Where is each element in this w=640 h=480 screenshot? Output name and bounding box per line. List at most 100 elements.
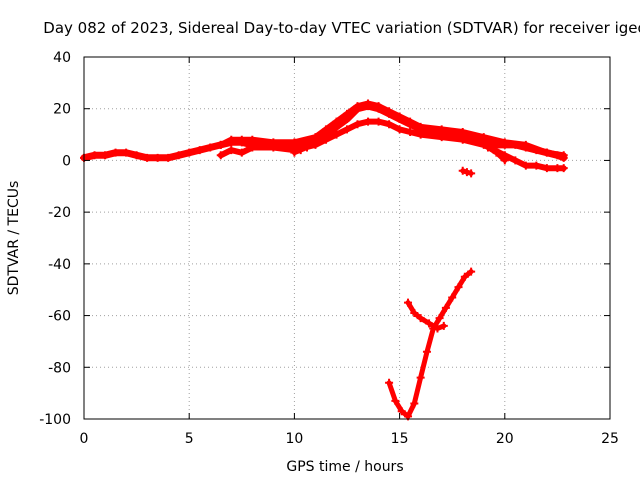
ticks: 0 5 10 15 20 25 -100 -80 -60 -40 -20 0 20 40	[39, 50, 619, 447]
data-point	[296, 146, 305, 155]
data-point	[385, 107, 394, 116]
series-lower-spread	[217, 118, 567, 172]
series-dip-v	[386, 269, 474, 419]
data-point	[410, 308, 419, 317]
data-point	[448, 293, 457, 302]
chart-title: Day 082 of 2023, Sidereal Day-to-day VTE…	[43, 19, 640, 37]
y-tick-label: -60	[48, 309, 71, 325]
data-point	[542, 164, 551, 173]
data-point	[206, 143, 215, 152]
data-point	[343, 125, 351, 134]
data-point	[492, 148, 501, 157]
x-tick-label: 15	[391, 431, 409, 447]
data-point	[174, 151, 183, 160]
y-tick-label: -40	[48, 257, 71, 273]
data-point	[332, 130, 341, 139]
data-point	[416, 373, 425, 382]
data-point	[483, 143, 492, 152]
series-layer	[80, 99, 568, 421]
data-point	[437, 133, 446, 142]
data-point	[237, 135, 246, 144]
x-tick-label: 5	[185, 431, 194, 447]
y-tick-label: 40	[53, 50, 71, 66]
data-point	[500, 156, 509, 165]
data-point	[90, 151, 99, 160]
data-point	[290, 148, 299, 157]
data-point	[237, 148, 246, 157]
data-point	[311, 140, 320, 149]
data-point	[397, 407, 406, 416]
data-point	[406, 117, 415, 126]
data-point	[122, 148, 131, 157]
data-point	[364, 99, 373, 108]
data-point	[521, 140, 530, 149]
x-tick-label: 10	[285, 431, 303, 447]
data-point	[353, 102, 362, 111]
data-point	[479, 140, 488, 149]
data-point	[479, 133, 488, 142]
data-point	[269, 143, 278, 152]
data-point	[542, 148, 551, 157]
data-point	[111, 148, 120, 157]
data-point	[467, 267, 476, 276]
data-point	[416, 122, 425, 131]
data-point	[374, 102, 383, 111]
data-point	[216, 151, 225, 160]
data-point	[143, 153, 152, 162]
data-point	[559, 164, 568, 173]
data-point	[395, 125, 404, 134]
data-point	[433, 324, 442, 333]
y-tick-label: -100	[39, 412, 71, 428]
data-point	[303, 143, 312, 152]
data-point	[385, 120, 394, 129]
plot-frame	[83, 56, 611, 420]
data-point	[321, 135, 330, 144]
data-point	[458, 166, 467, 175]
data-point	[425, 319, 434, 328]
data-point	[416, 130, 425, 139]
data-point	[521, 161, 530, 170]
data-point	[416, 314, 425, 323]
data-point	[511, 156, 520, 165]
data-point	[332, 117, 341, 126]
x-tick-label: 20	[496, 431, 514, 447]
data-point	[311, 133, 320, 142]
data-point	[185, 148, 194, 157]
data-point	[227, 146, 236, 155]
data-point	[227, 135, 236, 144]
x-tick-label: 25	[601, 431, 619, 447]
data-point	[395, 112, 404, 121]
data-point	[462, 168, 471, 177]
data-point	[101, 151, 110, 160]
data-point	[422, 347, 431, 356]
data-point	[532, 161, 541, 170]
data-point	[439, 321, 448, 330]
data-point	[164, 153, 173, 162]
data-point	[216, 140, 225, 149]
data-point	[364, 117, 373, 126]
data-point	[441, 303, 450, 312]
data-point	[460, 272, 469, 281]
data-point	[248, 135, 257, 144]
data-point	[374, 117, 383, 126]
data-point	[248, 143, 257, 152]
data-point	[454, 283, 463, 292]
data-point	[437, 125, 446, 134]
data-point	[404, 298, 413, 307]
data-point	[195, 146, 204, 155]
y-tick-label: -20	[48, 205, 71, 221]
y-tick-label: 20	[53, 102, 71, 118]
data-point	[458, 135, 467, 144]
data-point	[406, 127, 415, 136]
data-point	[500, 138, 509, 147]
data-point	[321, 125, 330, 134]
data-point	[385, 378, 394, 387]
x-tick-label: 0	[80, 431, 89, 447]
x-axis-label: GPS time / hours	[286, 459, 403, 475]
data-point	[435, 314, 444, 323]
data-point	[132, 151, 141, 160]
data-point	[290, 138, 299, 147]
y-tick-label: 0	[62, 153, 71, 169]
data-point	[153, 153, 162, 162]
